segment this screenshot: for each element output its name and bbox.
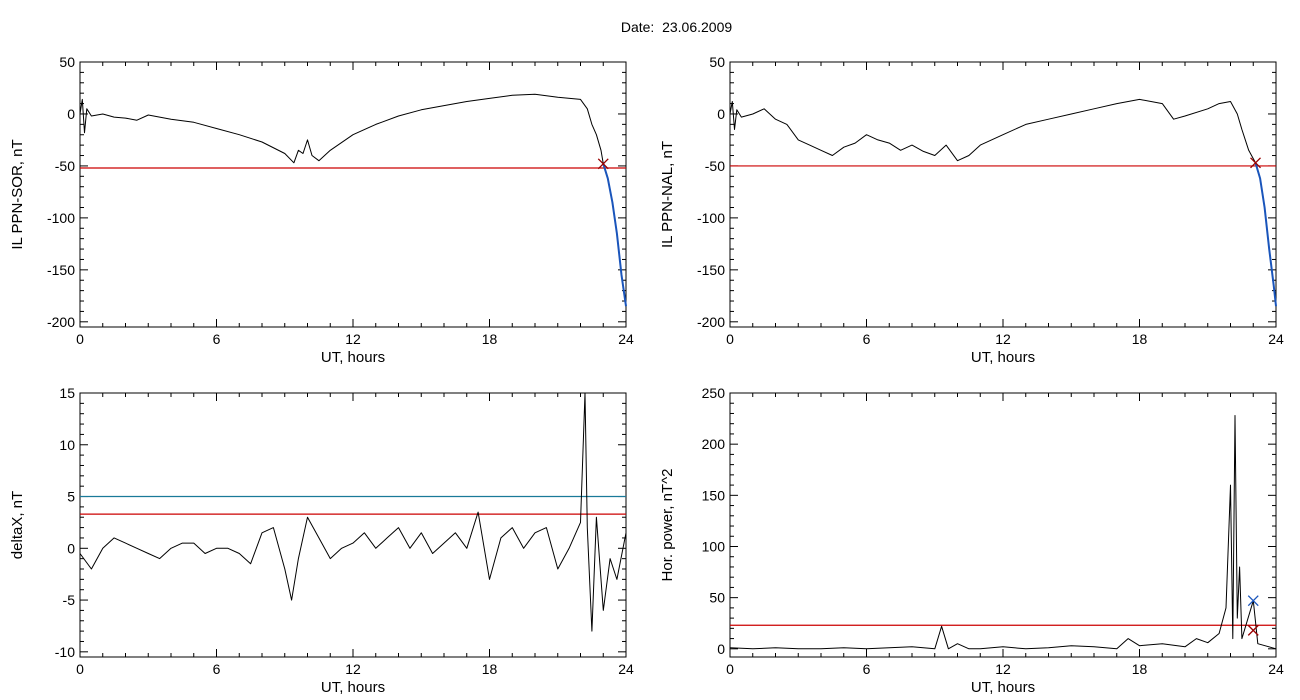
x-tick-label: 0 [726,661,734,677]
y-tick-label: -150 [47,262,75,278]
y-tick-label: 0 [67,540,75,556]
y-tick-label: -200 [697,314,725,330]
plot-panel-bottom-right: 0 6 12 18 24 250 200 150 100 50 0 UT, hours Hor. pow… [659,385,1284,696]
x-tick-label: 6 [863,661,871,677]
y-tick-label: 15 [59,385,75,401]
x-marker [1247,595,1259,607]
y-tick-label: 0 [67,106,75,122]
figure-title: Date: 23.06.2009 [620,19,733,35]
x-tick-label: 12 [995,661,1011,677]
x-tick-label: 12 [345,661,361,677]
y-tick-label: -150 [697,262,725,278]
x-axis-label: UT, hours [321,679,385,696]
x-tick-label: 24 [618,661,634,677]
y-tick-label: -100 [47,210,75,226]
y-tick-label: 5 [67,489,75,505]
x-marker-stroke [597,158,609,170]
plot-frame [79,61,627,328]
x-tick-label: 18 [482,661,498,677]
y-axis-label: deltaX, nT [9,491,26,559]
y-tick-label: 100 [702,538,726,554]
x-tick-label: 24 [618,331,634,347]
x-tick-label: 24 [1268,331,1284,347]
x-tick-label: 6 [213,661,221,677]
plot-panel-top-left: 0 6 12 18 24 50 0 -50 -100 -150 -200 UT, hours IL PP… [9,54,634,366]
x-marker-stroke [1250,157,1261,169]
x-marker-stroke [1247,595,1259,607]
y-tick-label: -50 [55,158,75,174]
y-tick-label: 250 [702,385,726,401]
x-axis-label: UT, hours [321,349,385,366]
data-series-line [79,93,604,164]
y-tick-label: 200 [702,436,726,452]
x-tick-label: 12 [995,331,1011,347]
x-tick-label: 18 [1132,331,1148,347]
plot-panel-bottom-left: 0 6 12 18 24 15 10 5 0 -5 -10 UT, hours deltaX, nT [9,385,634,696]
y-axis-label: IL PPN-SOR, nT [9,139,26,249]
x-tick-label: 18 [1132,661,1148,677]
x-tick-label: 6 [863,331,871,347]
x-tick-label: 12 [345,331,361,347]
x-marker [1250,157,1261,169]
x-axis-label: UT, hours [971,679,1035,696]
y-tick-label: 50 [709,590,725,606]
data-series-line [729,415,1277,650]
data-series-line [79,392,627,632]
y-tick-label: 0 [717,641,725,657]
x-tick-label: 0 [726,331,734,347]
data-series-line [602,163,627,307]
y-axis-label: Hor. power, nT^2 [659,469,676,582]
plot-frame [729,392,1277,658]
x-tick-label: 24 [1268,661,1284,677]
y-axis-label: IL PPN-NAL, nT [659,141,676,248]
x-marker [597,158,609,170]
y-tick-label: 150 [702,487,726,503]
plot-frame [79,392,627,658]
y-tick-label: -200 [47,314,75,330]
y-tick-label: 0 [717,106,725,122]
y-tick-label: 50 [709,54,725,70]
y-tick-label: 10 [59,437,75,453]
x-marker [1247,624,1259,636]
y-tick-label: -5 [63,592,76,608]
y-tick-label: -100 [697,210,725,226]
x-marker-stroke [1247,624,1259,636]
plot-frame [729,61,1277,328]
plot-panel-top-right: 0 6 12 18 24 50 0 -50 -100 -150 -200 UT, hours IL PP… [659,54,1284,366]
y-tick-label: -10 [55,644,75,660]
x-tick-label: 18 [482,331,498,347]
data-series-line [729,98,1256,164]
x-tick-label: 6 [213,331,221,347]
y-tick-label: -50 [705,158,725,174]
x-axis-label: UT, hours [971,349,1035,366]
x-tick-label: 0 [76,661,84,677]
data-series-line [1254,162,1277,307]
x-tick-label: 0 [76,331,84,347]
y-tick-label: 50 [59,54,75,70]
